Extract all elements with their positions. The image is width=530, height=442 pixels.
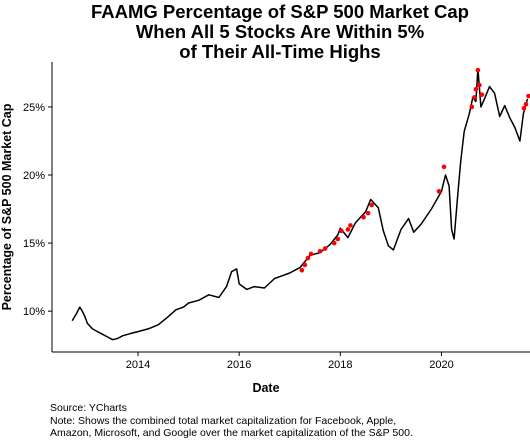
highlight-point [305,255,311,261]
y-tick-label: 15% [23,238,45,250]
highlight-point [369,202,374,208]
highlight-point [472,95,477,100]
highlight-point [308,251,314,257]
highlight-point [339,228,344,234]
highlight-point [317,248,323,254]
note-text-2: Amazon, Microsoft, and Google over the m… [50,427,413,439]
highlight-point [331,240,337,246]
highlight-point [436,189,442,194]
highlight-point [523,101,529,107]
title-line-2: When All 5 Stocks Are Within 5% [135,21,425,42]
x-tick-label: 2014 [126,359,150,371]
x-tick-label: 2020 [429,359,453,371]
y-axis-label: Percentage of S&P 500 Market Cap [0,103,14,310]
chart-footer: Source: YCharts Note: Shows the combined… [50,402,413,440]
highlight-point [361,214,366,220]
y-tick-label: 25% [23,102,45,114]
highlight-point [299,268,305,273]
title-line-3: of Their All-Time Highs [179,41,381,62]
x-tick-label: 2016 [227,359,251,371]
highlight-point [526,93,530,99]
y-tick-label: 10% [23,306,45,318]
highlight-point [441,164,447,170]
highlight-point [322,246,328,251]
x-tick-label: 2018 [328,359,352,371]
highlight-point [479,92,485,97]
chart-title: FAAMG Percentage of S&P 500 Market Cap W… [20,2,530,62]
x-axis-label: Date [252,381,279,395]
source-text: Source: YCharts [50,402,127,414]
highlight-point [473,86,479,92]
highlight-point [348,223,353,228]
highlight-point [345,227,351,232]
highlight-point [335,236,341,242]
note-text-1: Note: Shows the combined total market ca… [50,414,397,427]
title-line-1: FAAMG Percentage of S&P 500 Market Cap [90,1,469,22]
highlight-point [521,105,527,111]
highlight-point [477,82,482,88]
highlight-point [475,67,481,73]
highlight-point [365,210,371,216]
series-line [71,68,529,341]
highlight-point [302,262,308,268]
highlight-point [469,104,475,110]
y-tick-label: 20% [23,170,45,182]
